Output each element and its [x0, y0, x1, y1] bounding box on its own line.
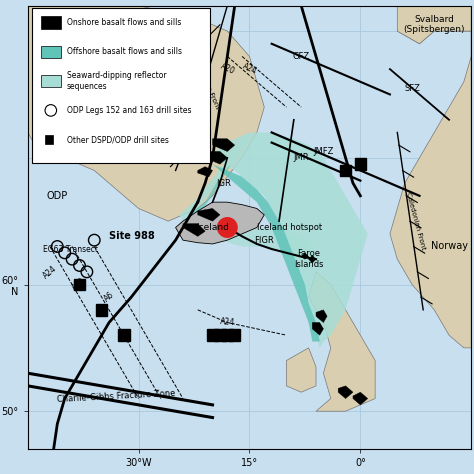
Text: A6: A6	[102, 291, 116, 304]
Text: Faroe
Islands: Faroe Islands	[294, 249, 323, 269]
Text: Other DSPD/ODP drill sites: Other DSPD/ODP drill sites	[67, 135, 169, 144]
Text: Offshore basalt flows and sills: Offshore basalt flows and sills	[67, 47, 182, 56]
Bar	[207, 329, 219, 341]
Polygon shape	[316, 310, 327, 322]
Polygon shape	[212, 164, 319, 342]
Text: ODP: ODP	[46, 191, 68, 201]
Bar	[45, 135, 54, 144]
Bar	[96, 304, 108, 316]
Polygon shape	[286, 348, 316, 392]
Polygon shape	[312, 322, 323, 335]
Bar	[41, 46, 61, 58]
Text: Charlie-Gibbs Fracture Zone: Charlie-Gibbs Fracture Zone	[57, 388, 176, 403]
Bar	[214, 329, 226, 341]
Circle shape	[45, 105, 56, 116]
Bar	[118, 329, 129, 341]
Polygon shape	[198, 167, 212, 177]
Polygon shape	[353, 392, 368, 405]
Text: SFZ: SFZ	[404, 83, 420, 92]
FancyBboxPatch shape	[32, 8, 210, 163]
Text: Seaward-dipping reflector
sequences: Seaward-dipping reflector sequences	[67, 72, 166, 91]
Polygon shape	[183, 224, 205, 237]
Text: A24: A24	[41, 264, 58, 280]
Polygon shape	[390, 6, 471, 348]
Text: Site 988: Site 988	[109, 231, 155, 241]
Bar	[41, 75, 61, 87]
Polygon shape	[338, 386, 353, 399]
Polygon shape	[309, 272, 375, 411]
Polygon shape	[175, 202, 264, 244]
Polygon shape	[301, 253, 309, 259]
Polygon shape	[191, 164, 231, 218]
Text: Greenland: Greenland	[143, 81, 179, 133]
Bar	[340, 164, 351, 176]
Text: JMFZ: JMFZ	[313, 147, 334, 156]
Text: A20: A20	[71, 276, 88, 293]
Polygon shape	[212, 139, 235, 152]
Text: IGR: IGR	[216, 179, 231, 188]
Polygon shape	[397, 6, 471, 44]
Text: A20: A20	[219, 62, 236, 76]
Bar	[229, 329, 240, 341]
Bar	[221, 329, 233, 341]
Polygon shape	[28, 6, 264, 221]
Text: Caledonian Front: Caledonian Front	[405, 192, 426, 250]
Text: Iceland: Iceland	[196, 223, 229, 232]
Text: Iceland hotspot: Iceland hotspot	[257, 223, 322, 232]
Text: EG63 Transect: EG63 Transect	[43, 245, 98, 254]
Text: ODP Legs 152 and 163 drill sites: ODP Legs 152 and 163 drill sites	[67, 106, 191, 115]
Text: A24: A24	[241, 62, 258, 76]
Bar	[74, 279, 85, 290]
Polygon shape	[198, 209, 220, 221]
Text: JMR: JMR	[293, 153, 309, 162]
Text: FIGR: FIGR	[255, 236, 274, 245]
Polygon shape	[212, 132, 368, 348]
Text: GFZ: GFZ	[292, 52, 310, 61]
Text: Svalbard
(Spitsbergen): Svalbard (Spitsbergen)	[403, 15, 465, 35]
Text: Norway: Norway	[430, 241, 467, 252]
Text: Caledonian Front: Caledonian Front	[190, 54, 220, 110]
Bar	[41, 17, 61, 29]
Text: Onshore basalt flows and sills: Onshore basalt flows and sills	[67, 18, 181, 27]
Polygon shape	[220, 228, 316, 259]
Text: A24: A24	[219, 318, 235, 328]
Polygon shape	[309, 255, 316, 263]
Bar	[355, 158, 366, 170]
Polygon shape	[35, 132, 50, 143]
Polygon shape	[205, 152, 228, 164]
Circle shape	[218, 218, 237, 237]
Polygon shape	[179, 135, 249, 221]
Polygon shape	[43, 145, 57, 155]
